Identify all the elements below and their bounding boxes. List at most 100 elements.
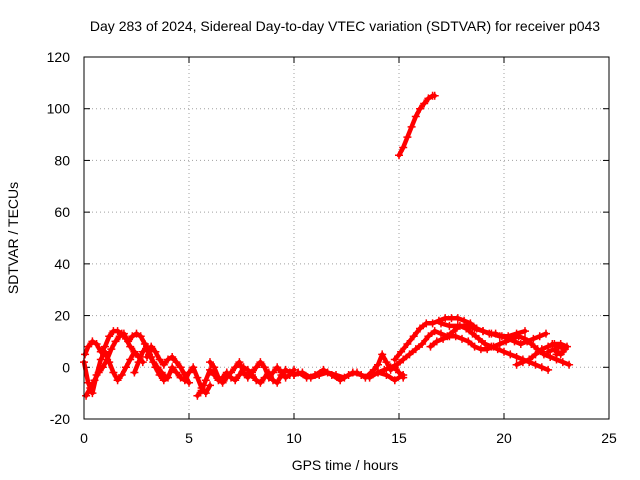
data-point-marker bbox=[218, 378, 227, 387]
data-point-marker bbox=[374, 368, 382, 377]
data-point-marker bbox=[235, 358, 244, 367]
data-point-marker bbox=[392, 360, 401, 369]
data-point-marker bbox=[531, 350, 540, 359]
data-point-marker bbox=[380, 365, 389, 374]
data-point-marker bbox=[411, 345, 420, 354]
data-point-marker bbox=[319, 365, 328, 374]
data-point-marker bbox=[277, 368, 286, 377]
data-point-marker bbox=[92, 340, 101, 349]
y-axis-label: SDTVAR / TECUs bbox=[5, 182, 21, 294]
data-point-marker bbox=[390, 376, 399, 385]
y-tick-label: 80 bbox=[54, 152, 70, 168]
data-point-marker bbox=[554, 342, 563, 351]
data-point-marker bbox=[481, 340, 490, 349]
data-point-marker bbox=[151, 347, 160, 356]
data-point-marker bbox=[418, 340, 427, 349]
data-point-marker bbox=[369, 365, 378, 374]
data-point-marker bbox=[252, 363, 261, 372]
data-point-marker bbox=[462, 321, 471, 330]
y-tick-label: 0 bbox=[62, 359, 70, 375]
series-arc-2 bbox=[81, 327, 147, 367]
data-point-marker bbox=[86, 383, 95, 392]
data-point-marker bbox=[248, 368, 256, 377]
series-arc-6 bbox=[193, 363, 298, 400]
data-point-marker bbox=[201, 389, 210, 398]
data-point-marker bbox=[81, 350, 90, 359]
data-point-marker bbox=[453, 314, 462, 323]
x-tick-label: 0 bbox=[80, 430, 88, 446]
data-point-marker bbox=[529, 334, 538, 343]
data-point-marker bbox=[353, 368, 361, 377]
data-point-marker bbox=[193, 373, 202, 382]
data-point-marker bbox=[151, 363, 160, 372]
data-point-marker bbox=[243, 373, 252, 382]
data-point-marker bbox=[548, 340, 557, 349]
data-point-marker bbox=[136, 332, 145, 341]
data-point-marker bbox=[430, 327, 439, 336]
data-point-marker bbox=[521, 327, 529, 336]
data-point-marker bbox=[201, 376, 210, 385]
data-point-marker bbox=[560, 345, 569, 354]
data-point-marker bbox=[397, 347, 406, 356]
chart-title: Day 283 of 2024, Sidereal Day-to-day VTE… bbox=[90, 18, 600, 34]
data-point-marker bbox=[176, 363, 185, 372]
y-tick-label: 20 bbox=[54, 308, 70, 324]
data-point-marker bbox=[445, 321, 454, 330]
data-point-marker bbox=[426, 342, 435, 351]
data-point-marker bbox=[256, 378, 265, 387]
data-point-marker bbox=[130, 347, 139, 356]
data-point-marker bbox=[542, 329, 550, 338]
data-point-marker bbox=[189, 363, 198, 372]
data-point-marker bbox=[227, 368, 235, 377]
data-point-marker bbox=[134, 358, 143, 367]
data-point-marker bbox=[231, 363, 240, 372]
data-point-marker bbox=[479, 327, 487, 336]
x-tick-label: 25 bbox=[601, 430, 617, 446]
data-point-marker bbox=[424, 94, 433, 103]
series-arc-15 bbox=[544, 340, 569, 359]
data-point-marker bbox=[539, 350, 548, 359]
data-point-marker bbox=[147, 342, 156, 351]
data-point-marker bbox=[395, 368, 403, 377]
data-point-marker bbox=[336, 376, 345, 385]
data-point-marker bbox=[98, 363, 107, 372]
data-point-marker bbox=[294, 368, 303, 377]
data-point-marker bbox=[502, 337, 511, 346]
data-point-marker bbox=[260, 363, 269, 372]
data-point-marker bbox=[487, 329, 496, 338]
data-point-marker bbox=[416, 324, 424, 333]
data-point-marker bbox=[281, 373, 290, 382]
data-point-marker bbox=[172, 368, 181, 377]
data-point-marker bbox=[470, 342, 479, 351]
data-point-marker bbox=[130, 368, 139, 377]
y-tick-label: 100 bbox=[47, 101, 71, 117]
data-point-marker bbox=[512, 352, 521, 361]
data-point-marker bbox=[138, 347, 147, 356]
data-point-marker bbox=[537, 345, 546, 354]
data-point-marker bbox=[117, 371, 126, 380]
data-point-marker bbox=[399, 143, 408, 152]
data-point-marker bbox=[172, 358, 181, 367]
data-point-marker bbox=[504, 332, 513, 341]
plot-frame bbox=[83, 56, 610, 420]
data-point-marker bbox=[193, 391, 202, 400]
data-point-marker bbox=[550, 345, 559, 354]
data-point-marker bbox=[273, 378, 282, 387]
data-point-marker bbox=[252, 376, 261, 385]
data-point-marker bbox=[451, 332, 460, 341]
data-point-marker bbox=[159, 360, 168, 369]
data-point-marker bbox=[197, 386, 206, 395]
series-arc-12 bbox=[426, 332, 574, 369]
data-point-marker bbox=[531, 360, 540, 369]
data-point-marker bbox=[290, 371, 298, 380]
data-point-marker bbox=[269, 368, 277, 377]
data-point-marker bbox=[544, 365, 553, 374]
data-point-marker bbox=[281, 365, 290, 374]
y-tick-label: 40 bbox=[54, 256, 70, 272]
data-point-marker bbox=[424, 332, 433, 341]
x-tick-labels: 0 5 10 15 20 25 bbox=[80, 430, 617, 446]
data-point-marker bbox=[512, 329, 521, 338]
data-point-marker bbox=[556, 350, 565, 359]
data-point-marker bbox=[155, 355, 164, 364]
data-point-marker bbox=[506, 350, 515, 359]
